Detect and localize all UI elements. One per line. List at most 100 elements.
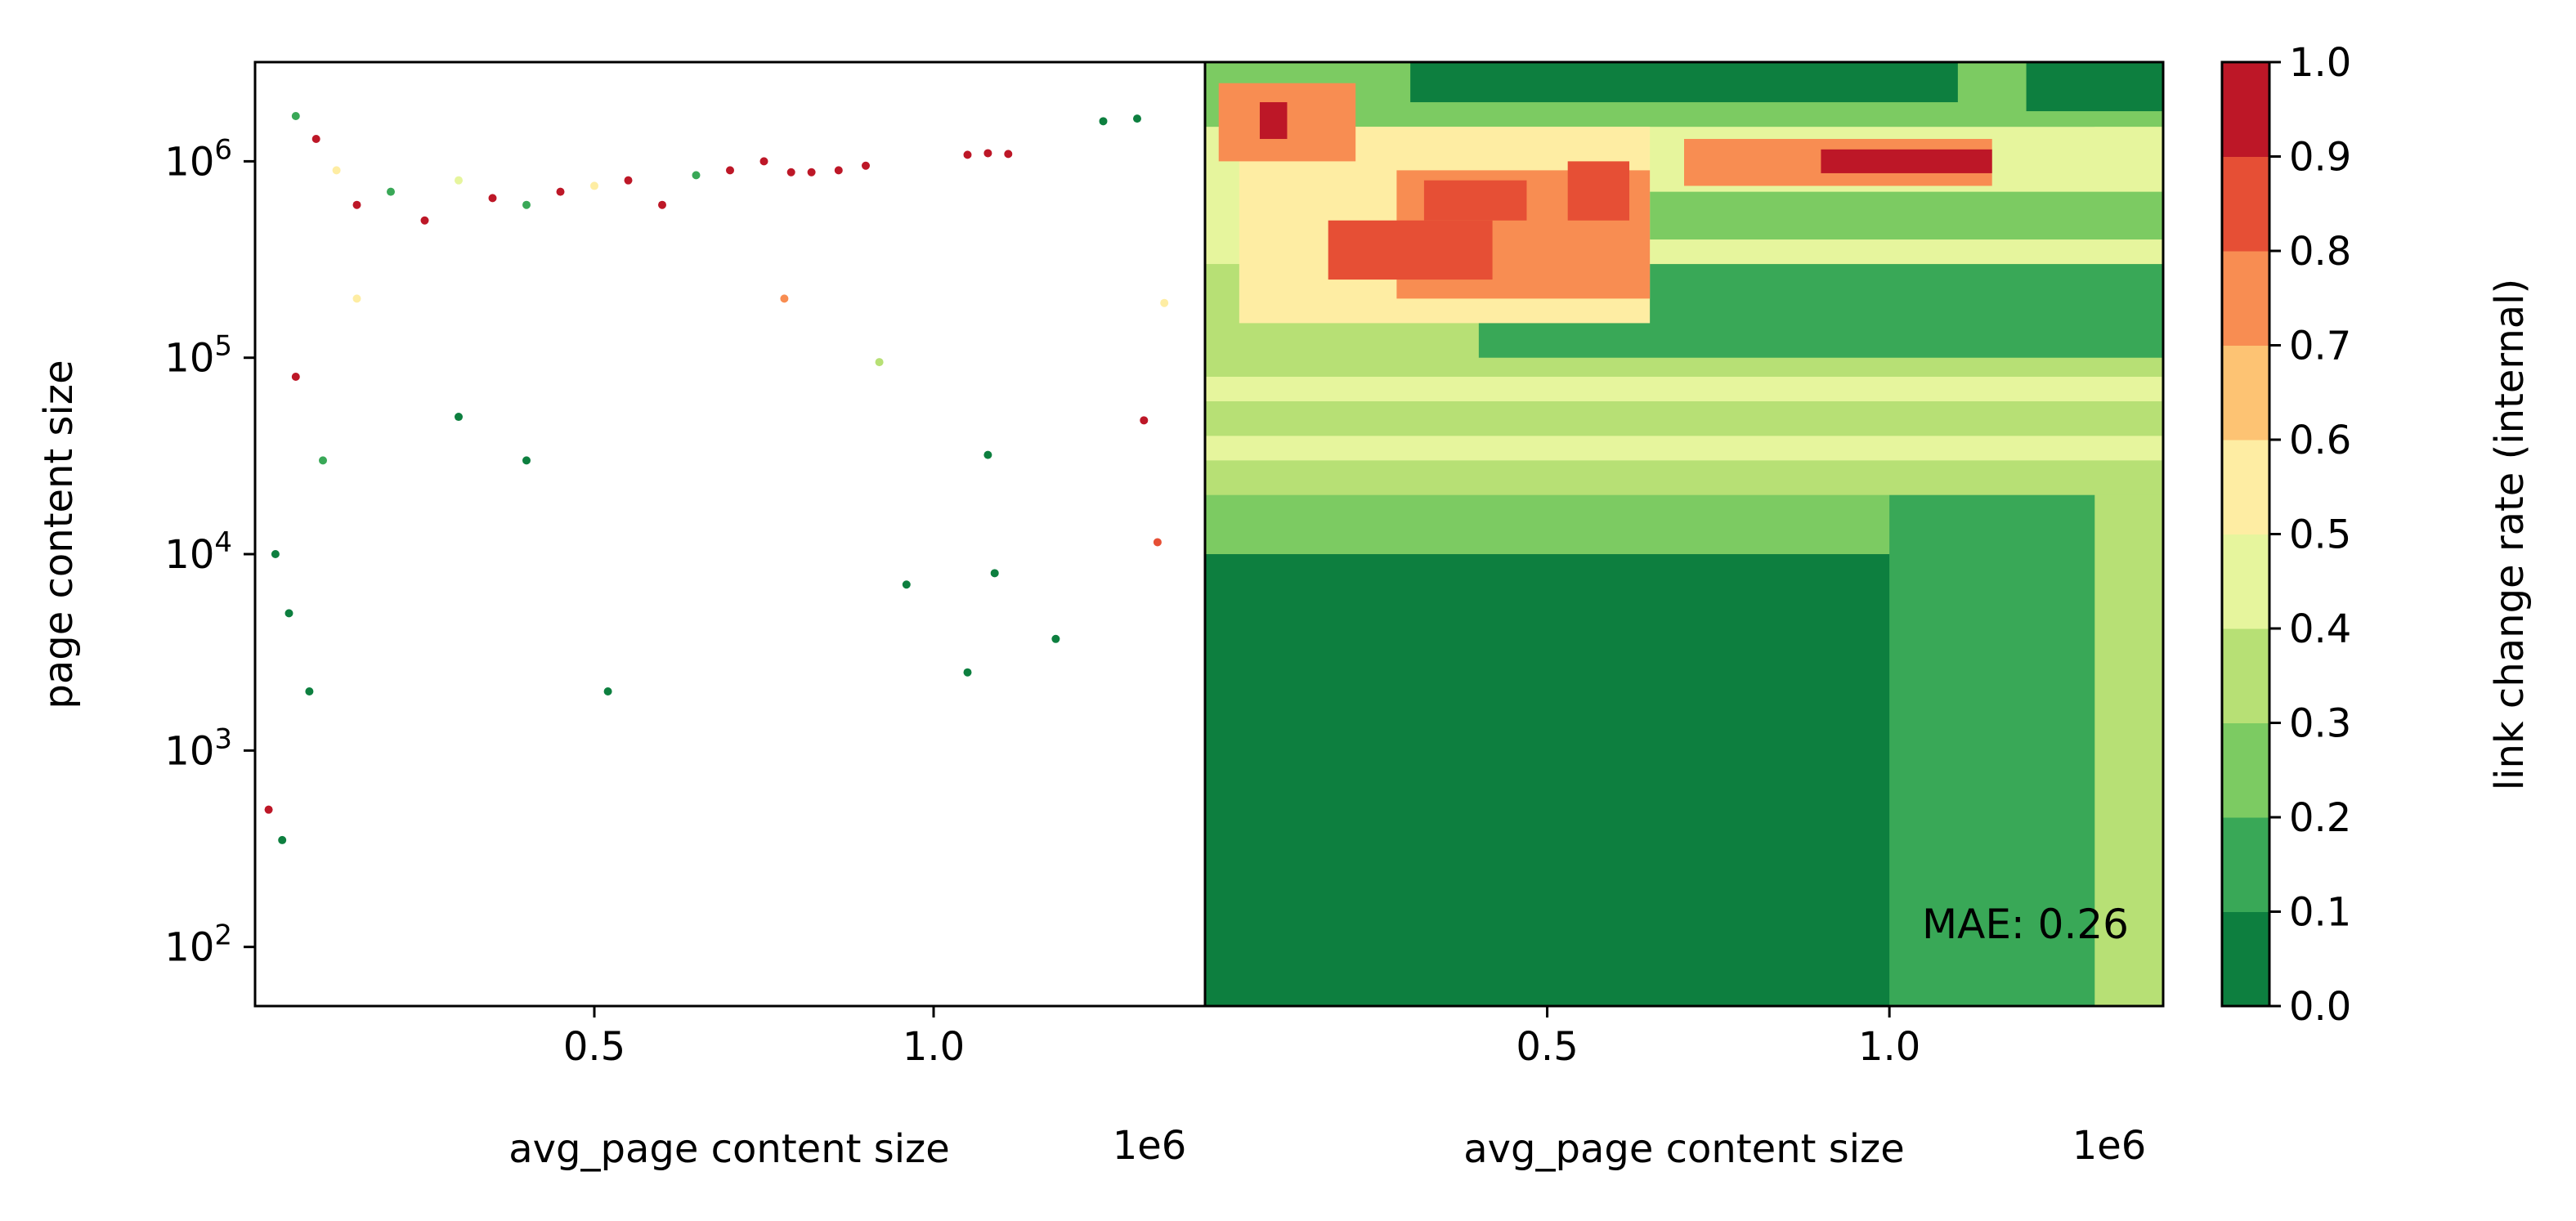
scatter-plot-area [255, 62, 1205, 1006]
colorbar-segment-6 [2222, 345, 2269, 441]
scatter-x-axis-label: avg_page content size [508, 1126, 950, 1172]
scatter-x-offset-label: 1e6 [1113, 1123, 1187, 1169]
scatter-point-13 [692, 171, 701, 180]
scatter-point-15 [759, 157, 768, 166]
scatter-point-22 [1004, 150, 1013, 159]
scatter-point-38 [305, 687, 314, 695]
colorbar-tick-label-2: 0.2 [2289, 795, 2351, 841]
scatter-point-42 [352, 294, 361, 303]
scatter-point-45 [522, 456, 531, 465]
heatmap-region-11 [1410, 62, 1958, 103]
heatmap-x-axis-label: avg_page content size [1463, 1126, 1905, 1172]
scatter-y-ticks: 102 103 104 105 106 [164, 133, 255, 971]
scatter-point-24 [1133, 114, 1141, 123]
colorbar-ticks: 0.0 0.1 0.2 0.3 0.4 0.5 0.6 0.7 0.8 0.9 1.0 [2269, 40, 2351, 1030]
colorbar-tick-label-4: 0.4 [2289, 606, 2351, 652]
scatter-point-25 [1160, 298, 1169, 307]
scatter-y-tick-label-1: 103 [164, 722, 232, 774]
scatter-point-19 [862, 161, 870, 170]
heatmap-regions [1205, 62, 2163, 1006]
heatmap-region-16 [1567, 161, 1630, 221]
colorbar-segment-8 [2222, 156, 2269, 252]
heatmap-x-tick-label-0: 0.5 [1516, 1024, 1578, 1070]
colorbar-tick-label-7: 0.7 [2289, 324, 2351, 369]
scatter-point-9 [556, 187, 565, 196]
scatter-point-21 [983, 149, 992, 158]
colorbar-tick-label-0: 0.0 [2289, 984, 2351, 1030]
scatter-point-2 [332, 166, 341, 175]
scatter-point-44 [455, 413, 463, 422]
scatter-point-5 [420, 216, 429, 225]
colorbar-tick-label-6: 0.6 [2289, 418, 2351, 463]
heatmap-region-18 [1259, 102, 1288, 140]
scatter-point-10 [590, 181, 598, 190]
scatter-x-tick-label-1: 1.0 [903, 1024, 965, 1070]
colorbar-tick-label-9: 0.9 [2289, 135, 2351, 181]
heatmap-region-12 [2026, 62, 2163, 112]
scatter-point-40 [278, 835, 287, 844]
scatter-x-tick-label-0: 0.5 [563, 1024, 625, 1070]
scatter-point-36 [271, 550, 280, 559]
colorbar-segment-1 [2222, 817, 2269, 912]
scatter-y-tick-label-0: 102 [164, 919, 232, 971]
heatmap-frame [1203, 60, 2165, 1008]
scatter-point-29 [990, 569, 999, 578]
scatter-point-31 [963, 668, 972, 677]
scatter-point-41 [319, 456, 327, 465]
colorbar-tick-label-3: 0.3 [2289, 701, 2351, 747]
scatter-point-35 [780, 294, 789, 303]
scatter-point-27 [1153, 538, 1162, 547]
colorbar-label: link change rate (internal) [2487, 279, 2533, 790]
mae-annotation: MAE: 0.26 [1922, 901, 2129, 948]
scatter-point-0 [291, 112, 300, 121]
colorbar-segment-0 [2222, 911, 2269, 1007]
colorbar-segment-3 [2222, 628, 2269, 723]
scatter-y-tick-label-3: 105 [164, 330, 232, 382]
scatter-point-20 [963, 150, 972, 159]
colorbar-tick-label-8: 0.8 [2289, 229, 2351, 275]
scatter-point-26 [1140, 416, 1149, 425]
scatter-y-tick-label-4: 106 [164, 133, 232, 185]
scatter-point-23 [1099, 117, 1108, 126]
heatmap-region-19 [1328, 220, 1493, 280]
colorbar-tick-label-1: 0.1 [2289, 890, 2351, 936]
scatter-point-12 [658, 200, 666, 209]
scatter-point-18 [834, 166, 843, 175]
scatter-point-37 [284, 609, 293, 618]
heatmap-x-tick-label-1: 1.0 [1858, 1024, 1920, 1070]
heatmap-panel: 0.5 1.0 avg_page content size 1e6 MAE: 0.… [1203, 60, 2165, 1172]
scatter-x-ticks: 0.5 1.0 [563, 1006, 965, 1070]
colorbar-segment-2 [2222, 722, 2269, 818]
heatmap-region-15 [1423, 180, 1527, 221]
scatter-point-1 [311, 135, 320, 144]
heatmap-region-5 [1205, 436, 2163, 461]
scatter-point-43 [291, 373, 300, 381]
heatmap-x-ticks: 0.5 1.0 [1516, 1006, 1920, 1070]
scatter-point-30 [902, 580, 911, 589]
scatter-point-3 [352, 200, 361, 209]
scatter-y-axis-label: page content size [36, 360, 82, 709]
scatter-point-4 [387, 187, 395, 196]
colorbar: 0.0 0.1 0.2 0.3 0.4 0.5 0.6 0.7 0.8 0.9 1.0 link c… [2220, 40, 2533, 1030]
scatter-point-7 [488, 194, 497, 203]
scatter-point-39 [264, 805, 273, 814]
scatter-panel: 0.5 1.0 102 103 104 105 106 page content size… [36, 60, 1207, 1172]
scatter-points [264, 112, 1169, 844]
scatter-point-6 [455, 176, 463, 185]
scatter-point-11 [624, 176, 633, 185]
colorbar-segment-9 [2222, 62, 2269, 157]
colorbar-segment-7 [2222, 251, 2269, 346]
heatmap-x-offset-label: 1e6 [2072, 1123, 2147, 1169]
heatmap-region-6 [1205, 377, 2163, 402]
colorbar-segments [2222, 62, 2269, 1007]
colorbar-segment-4 [2222, 534, 2269, 629]
colorbar-tick-label-5: 0.5 [2289, 512, 2351, 558]
scatter-point-16 [786, 168, 795, 177]
scatter-point-14 [726, 166, 734, 175]
scatter-y-tick-label-2: 104 [164, 526, 232, 578]
scatter-point-17 [807, 168, 816, 177]
colorbar-tick-label-10: 1.0 [2289, 40, 2351, 86]
colorbar-segment-5 [2222, 440, 2269, 534]
scatter-point-32 [1051, 634, 1060, 643]
